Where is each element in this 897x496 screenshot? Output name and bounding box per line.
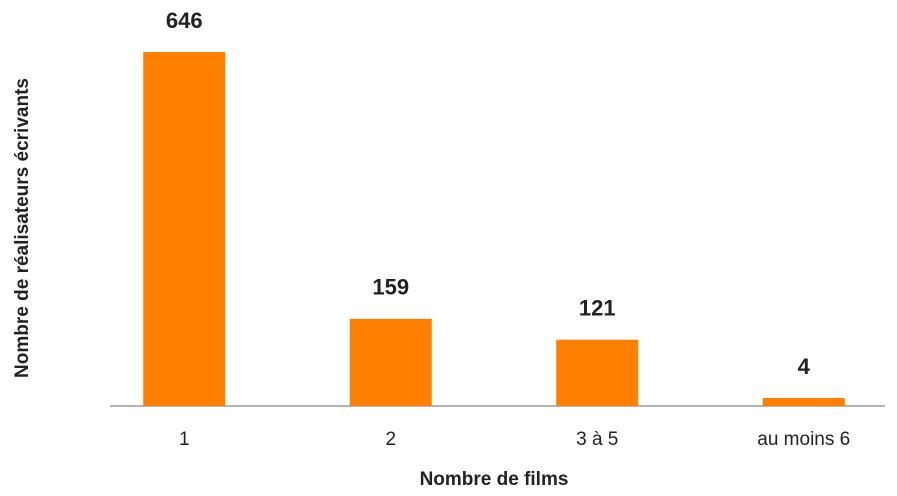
bar [762, 398, 845, 406]
x-tick-label: 1 [179, 429, 190, 450]
data-label: 646 [166, 8, 203, 33]
data-label: 121 [579, 296, 616, 321]
bar [143, 52, 226, 406]
x-tick-label: 3 à 5 [576, 429, 618, 450]
x-tick-label: au moins 6 [757, 429, 850, 450]
x-tick-label: 2 [385, 429, 396, 450]
data-label: 159 [372, 275, 409, 300]
bar [349, 318, 432, 406]
bar [556, 339, 639, 406]
x-axis-title: Nombre de films [420, 469, 569, 490]
data-label: 4 [798, 354, 811, 379]
y-axis-title: Nombre de réalisateurs écrivants [12, 78, 33, 378]
